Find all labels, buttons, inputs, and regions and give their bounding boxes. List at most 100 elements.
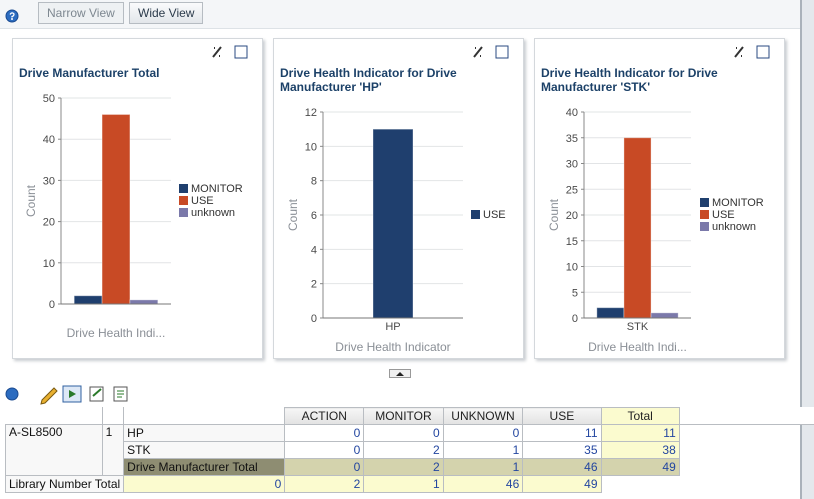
y-tick-label: 20 <box>566 210 578 222</box>
column-header[interactable]: Total <box>600 407 680 425</box>
pivot-table: ACTION MONITOR UNKNOWN USE Total A-SL850… <box>4 407 814 493</box>
percent-icon[interactable] <box>473 46 483 58</box>
corner <box>123 407 286 425</box>
cell: 11 <box>600 424 680 442</box>
wide-view-button[interactable]: Wide View <box>129 2 204 24</box>
legend-swatch <box>471 210 480 219</box>
bar <box>129 299 159 305</box>
legend-label: MONITOR <box>712 197 764 209</box>
y-axis-label: Count <box>286 198 300 231</box>
row-header: A-SL8500 <box>5 424 103 476</box>
table-row: STK 0 2 1 35 38 <box>6 441 814 459</box>
top-toolbar: Narrow View Wide View <box>0 0 800 29</box>
cell: 2 <box>363 441 444 459</box>
y-tick-label: 40 <box>566 107 578 119</box>
legend-label: USE <box>191 195 214 207</box>
cell: 2 <box>284 475 365 493</box>
column-header[interactable]: USE <box>522 407 602 425</box>
cell: 0 <box>284 458 365 476</box>
cell: 49 <box>522 475 602 493</box>
y-tick-label: 30 <box>43 175 55 187</box>
y-tick-label: 0 <box>311 313 317 325</box>
y-tick-label: 8 <box>311 176 317 188</box>
y-tick-label: 0 <box>49 299 55 311</box>
cell: 1 <box>363 475 444 493</box>
spacer <box>679 442 813 459</box>
legend-swatch <box>179 184 188 193</box>
x-axis-label: Drive Health Indicator <box>335 340 450 354</box>
spacer <box>679 425 813 442</box>
legend-swatch <box>700 210 709 219</box>
cell: 0 <box>284 441 365 459</box>
popout-icon[interactable] <box>495 45 509 59</box>
cell: 2 <box>363 458 444 476</box>
table-toolbar <box>5 385 128 405</box>
y-tick-label: 25 <box>566 184 578 196</box>
cell: 46 <box>442 475 524 493</box>
row-header: Library Number Total <box>4 475 125 493</box>
collapse-button[interactable] <box>389 369 411 379</box>
bar <box>73 295 103 305</box>
table-row: Drive Manufacturer Total 0 2 1 46 49 <box>6 458 814 476</box>
cell: 0 <box>284 424 365 442</box>
cell: 35 <box>522 441 602 459</box>
column-header[interactable]: ACTION <box>284 407 365 425</box>
legend-label: USE <box>712 209 735 221</box>
legend-label: MONITOR <box>191 183 243 195</box>
scrollbar[interactable] <box>800 0 814 499</box>
y-tick-label: 10 <box>43 258 55 270</box>
y-tick-label: 6 <box>311 210 317 222</box>
cell: 11 <box>522 424 602 442</box>
x-axis-label: Drive Health Indi... <box>67 326 166 340</box>
chart: 0 5 10 15 20 25 30 35 40 STK Count Drive Health Ind… <box>547 45 770 354</box>
percent-icon[interactable] <box>734 46 744 58</box>
help-icon[interactable] <box>5 387 19 401</box>
help-icon[interactable] <box>5 9 21 25</box>
cell: 49 <box>600 458 680 476</box>
popout-icon[interactable] <box>756 45 770 59</box>
cell: 0 <box>363 424 444 442</box>
narrow-view-button[interactable]: Narrow View <box>38 2 124 24</box>
bar <box>650 312 679 319</box>
bar <box>372 128 414 319</box>
y-tick-label: 15 <box>566 236 578 248</box>
legend-label: USE <box>483 209 506 221</box>
bar <box>596 307 625 319</box>
y-tick-label: 2 <box>311 279 317 291</box>
y-tick-label: 0 <box>572 313 578 325</box>
chart-panel: Drive Manufacturer Total 0 10 20 30 40 50 Count… <box>12 38 263 359</box>
cell: 1 <box>442 441 524 459</box>
table-row: A-SL8500 1 HP 0 0 0 11 11 <box>5 424 814 476</box>
row-header: 1 <box>101 424 125 476</box>
x-tick-label: STK <box>627 321 649 333</box>
spacer <box>679 459 813 476</box>
chart-title: Drive Manufacturer Total <box>19 66 160 80</box>
y-tick-label: 40 <box>43 134 55 146</box>
corner <box>5 407 103 425</box>
corner <box>101 407 125 425</box>
row-header: Drive Manufacturer Total <box>123 458 286 476</box>
legend-swatch <box>700 198 709 207</box>
chart-panel: Drive Health Indicator for Drive Manufac… <box>534 38 785 359</box>
legend-label: unknown <box>712 221 756 233</box>
x-tick-label: HP <box>385 321 400 333</box>
y-tick-label: 5 <box>572 287 578 299</box>
legend-label: unknown <box>191 207 235 219</box>
cell: 0 <box>442 424 524 442</box>
y-tick-label: 4 <box>311 244 317 256</box>
column-header[interactable]: MONITOR <box>363 407 444 425</box>
chart: 0 2 4 6 8 10 12 HP Count Drive Health Indicator US… <box>286 45 509 354</box>
y-tick-label: 30 <box>566 159 578 171</box>
row-header: HP <box>123 424 286 442</box>
legend-swatch <box>179 208 188 217</box>
percent-icon[interactable] <box>212 46 222 58</box>
column-header[interactable]: UNKNOWN <box>442 407 524 425</box>
popout-icon[interactable] <box>234 45 248 59</box>
row-header: STK <box>123 441 286 459</box>
edit-icon[interactable] <box>40 387 58 405</box>
chart-title: Drive Health Indicator for Drive Manufac… <box>280 66 457 94</box>
chart: 0 10 20 30 40 50 Count Drive Health Indi... MONI… <box>24 45 248 340</box>
chart-panel: Drive Health Indicator for Drive Manufac… <box>273 38 524 359</box>
cell: 46 <box>522 458 602 476</box>
